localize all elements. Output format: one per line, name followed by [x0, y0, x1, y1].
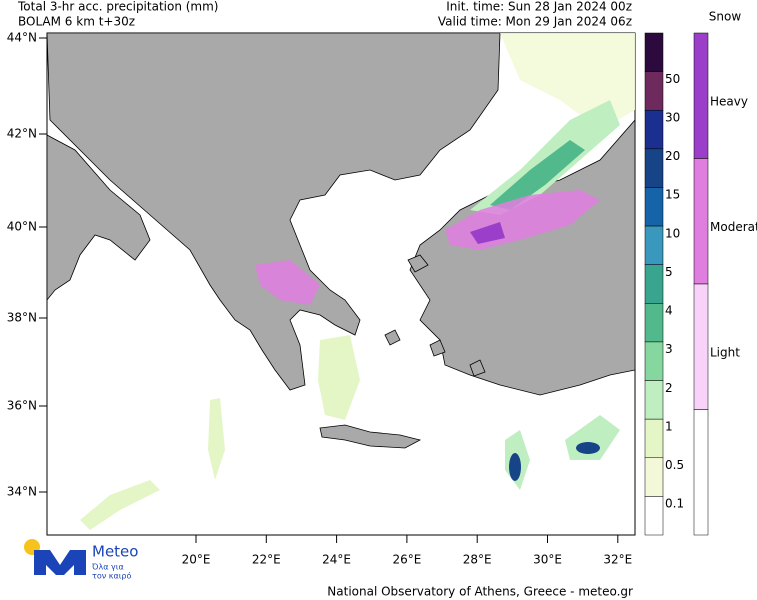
island — [469, 359, 486, 377]
lat-label: 40°N — [7, 220, 37, 234]
lat-label: 34°N — [7, 485, 37, 499]
rain-label: 10 — [665, 226, 680, 240]
lon-label: 22°E — [252, 553, 281, 567]
island — [407, 254, 429, 273]
rain-label: 15 — [665, 188, 680, 202]
init-time: Init. time: Sun 28 Jan 2024 00z — [446, 0, 632, 14]
rain-colorbar: 50 30 20 15 10 5 4 3 2 1 0.5 0.1 — [644, 32, 684, 536]
lon-label: 20°E — [182, 553, 211, 567]
rain-area — [576, 442, 600, 454]
rain-swatch — [644, 380, 664, 420]
logo-tagline: Όλα για — [91, 562, 124, 572]
logo-name: Meteo — [92, 543, 138, 561]
lon-label: 30°E — [533, 553, 562, 567]
valid-time: Valid time: Mon 29 Jan 2024 06z — [438, 15, 632, 29]
lon-label: 24°E — [322, 553, 351, 567]
rain-swatch — [644, 71, 664, 111]
logo: Meteo Όλα για τον καιρό — [24, 539, 138, 581]
rain-swatch — [644, 418, 664, 459]
balkans — [47, 33, 501, 391]
lon-axis: 20°E 22°E 24°E 26°E 28°E 30°E 32°E — [182, 535, 632, 567]
snow-swatch — [693, 32, 709, 159]
lat-axis: 44°N 42°N 40°N 38°N 36°N 34°N — [7, 31, 47, 499]
subtitle: BOLAM 6 km t+30z — [18, 15, 135, 29]
rain-label: 4 — [665, 304, 673, 318]
rain-swatch — [644, 457, 664, 497]
rain-label: 0.5 — [665, 458, 684, 472]
rain-label: 30 — [665, 110, 680, 124]
lat-label: 38°N — [7, 311, 37, 325]
snow-area — [470, 222, 505, 244]
rain-label: 1 — [665, 419, 673, 433]
footer: National Observatory of Athens, Greece -… — [327, 585, 633, 599]
rain-area — [490, 140, 585, 210]
title: Total 3-hr acc. precipitation (mm) — [17, 0, 219, 14]
rain-swatch — [644, 496, 664, 536]
lon-label: 32°E — [603, 553, 632, 567]
rain-area — [208, 398, 225, 480]
rain-swatch — [644, 341, 664, 381]
snow-swatch — [693, 158, 709, 285]
logo-tagline: τον καιρό — [92, 571, 131, 581]
snow-title: Snow — [709, 10, 742, 24]
island — [429, 339, 446, 357]
rain-label: 0.1 — [665, 497, 684, 511]
rain-swatch — [644, 109, 664, 150]
rain-label: 5 — [665, 265, 673, 279]
italy — [47, 134, 151, 301]
rain-swatch — [644, 187, 664, 227]
rain-swatch — [644, 225, 664, 265]
rain-swatch — [644, 32, 664, 72]
rain-swatch — [644, 148, 664, 188]
snow-area — [255, 260, 320, 305]
snow-swatch — [693, 409, 709, 536]
lat-label: 42°N — [7, 127, 37, 141]
snow-colorbar: Snow Heavy Moderate Light — [693, 10, 757, 536]
map: 44°N 42°N 40°N 38°N 36°N 34°N 20°E 22°E 24°E 26°… — [7, 31, 636, 567]
island — [384, 329, 401, 346]
rain-label: 50 — [665, 72, 680, 86]
rain-area — [80, 480, 160, 530]
rain-area — [509, 453, 521, 481]
lon-label: 26°E — [392, 553, 421, 567]
lon-label: 28°E — [463, 553, 492, 567]
lat-label: 44°N — [7, 31, 37, 45]
snow-label: Light — [710, 346, 740, 360]
snow-label: Moderate — [710, 220, 757, 234]
snow-label: Heavy — [710, 95, 748, 109]
rain-swatch — [644, 303, 664, 343]
rain-area — [470, 100, 620, 215]
lat-label: 36°N — [7, 399, 37, 413]
rain-label: 20 — [665, 149, 680, 163]
rain-label: 2 — [665, 381, 673, 395]
rain-swatch — [644, 264, 664, 304]
logo-mark — [34, 550, 86, 575]
snow-swatch — [693, 283, 709, 410]
rain-label: 3 — [665, 342, 673, 356]
crete — [319, 424, 422, 449]
rain-area — [318, 335, 360, 420]
